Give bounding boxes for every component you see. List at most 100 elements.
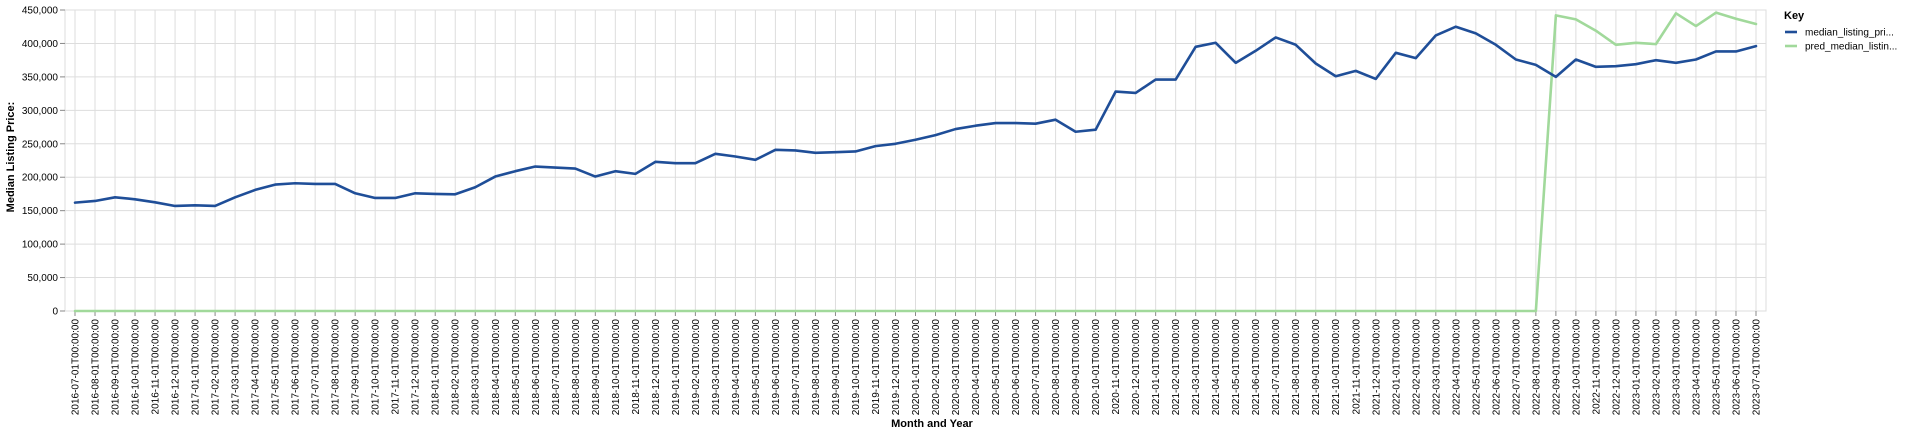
x-tick-label: 2020-07-01T00:00:00 [1031,319,1042,416]
legend: Key median_listing_pri... pred_median_lis… [1784,10,1897,53]
x-tick-label: 2017-06-01T00:00:00 [291,319,302,416]
x-tick-label: 2018-04-01T00:00:00 [491,319,502,416]
x-tick-label: 2022-08-01T00:00:00 [1531,319,1542,416]
x-tick-label: 2022-09-01T00:00:00 [1551,319,1562,416]
x-tick-label: 2020-10-01T00:00:00 [1091,319,1102,416]
x-axis: 2016-07-01T00:00:00 2016-08-01T00:00:00 20… [71,311,1762,416]
x-tick-label: 2021-09-01T00:00:00 [1311,319,1322,416]
x-tick-label: 2019-10-01T00:00:00 [851,319,862,416]
x-tick-label: 2023-06-01T00:00:00 [1731,319,1742,416]
x-tick-label: 2019-03-01T00:00:00 [711,319,722,416]
y-tick-label: 350,000 [22,72,59,83]
x-tick-label: 2016-07-01T00:00:00 [71,319,82,416]
x-tick-label: 2022-07-01T00:00:00 [1511,319,1522,416]
y-tick-label: 250,000 [22,139,59,150]
x-tick-label: 2017-05-01T00:00:00 [271,319,282,416]
x-tick-label: 2018-01-01T00:00:00 [431,319,442,416]
x-tick-label: 2022-06-01T00:00:00 [1491,319,1502,416]
x-tick-label: 2021-10-01T00:00:00 [1331,319,1342,416]
y-tick-label: 100,000 [22,240,59,251]
x-tick-label: 2017-08-01T00:00:00 [331,319,342,416]
x-tick-label: 2020-03-01T00:00:00 [951,319,962,416]
x-tick-label: 2018-03-01T00:00:00 [471,319,482,416]
x-tick-label: 2023-03-01T00:00:00 [1671,319,1682,416]
x-tick-label: 2021-06-01T00:00:00 [1251,319,1262,416]
x-tick-label: 2022-04-01T00:00:00 [1451,319,1462,416]
x-tick-label: 2017-02-01T00:00:00 [211,319,222,416]
x-tick-label: 2020-08-01T00:00:00 [1051,319,1062,416]
x-tick-label: 2016-08-01T00:00:00 [91,319,102,416]
y-tick-label: 150,000 [22,206,59,217]
x-tick-label: 2021-01-01T00:00:00 [1151,319,1162,416]
y-axis-title: Median Listing Price: [5,102,17,213]
x-tick-label: 2020-02-01T00:00:00 [931,319,942,416]
x-tick-label: 2017-12-01T00:00:00 [411,319,422,416]
x-tick-label: 2016-10-01T00:00:00 [131,319,142,416]
x-tick-label: 2019-07-01T00:00:00 [791,319,802,416]
x-tick-label: 2021-02-01T00:00:00 [1171,319,1182,416]
x-tick-label: 2018-06-01T00:00:00 [531,319,542,416]
x-tick-label: 2019-01-01T00:00:00 [671,319,682,416]
x-tick-label: 2018-09-01T00:00:00 [591,319,602,416]
x-tick-label: 2023-02-01T00:00:00 [1651,319,1662,416]
x-tick-label: 2018-12-01T00:00:00 [651,319,662,416]
x-tick-label: 2021-07-01T00:00:00 [1271,319,1282,416]
x-tick-label: 2021-08-01T00:00:00 [1291,319,1302,416]
y-axis: 0 50,000 100,000 150,000 200,000 250,000 300,0… [22,6,65,318]
x-tick-label: 2018-05-01T00:00:00 [511,319,522,416]
x-tick-label: 2022-02-01T00:00:00 [1411,319,1422,416]
x-tick-label: 2016-11-01T00:00:00 [151,319,162,415]
x-tick-label: 2020-05-01T00:00:00 [991,319,1002,416]
x-tick-label: 2018-07-01T00:00:00 [551,319,562,416]
x-tick-label: 2020-01-01T00:00:00 [911,319,922,416]
x-tick-label: 2019-05-01T00:00:00 [751,319,762,416]
x-tick-label: 2023-01-01T00:00:00 [1631,319,1642,416]
x-tick-label: 2018-02-01T00:00:00 [451,319,462,416]
y-tick-label: 200,000 [22,173,59,184]
x-tick-label: 2017-04-01T00:00:00 [251,319,262,416]
x-tick-label: 2019-12-01T00:00:00 [891,319,902,416]
x-tick-label: 2019-11-01T00:00:00 [871,319,882,415]
x-tick-label: 2017-07-01T00:00:00 [311,319,322,416]
x-tick-label: 2020-04-01T00:00:00 [971,319,982,416]
x-tick-label: 2019-09-01T00:00:00 [831,319,842,416]
x-tick-label: 2023-05-01T00:00:00 [1711,319,1722,416]
x-tick-label: 2021-04-01T00:00:00 [1211,319,1222,416]
x-tick-label: 2019-04-01T00:00:00 [731,319,742,416]
legend-label: pred_median_listin... [1805,42,1897,53]
x-tick-label: 2017-11-01T00:00:00 [391,319,402,415]
legend-label: median_listing_pri... [1805,28,1894,39]
x-tick-label: 2017-01-01T00:00:00 [191,319,202,416]
x-tick-label: 2020-11-01T00:00:00 [1111,319,1122,415]
x-tick-label: 2022-03-01T00:00:00 [1431,319,1442,416]
x-tick-label: 2022-12-01T00:00:00 [1611,319,1622,416]
x-tick-label: 2023-04-01T00:00:00 [1691,319,1702,416]
x-tick-label: 2022-11-01T00:00:00 [1591,319,1602,415]
y-tick-label: 400,000 [22,39,59,50]
x-axis-title: Month and Year [891,418,973,430]
x-tick-label: 2022-01-01T00:00:00 [1391,319,1402,416]
series-lines [73,11,1758,313]
y-tick-label: 50,000 [27,273,58,284]
legend-title: Key [1784,10,1805,22]
x-tick-label: 2020-09-01T00:00:00 [1071,319,1082,416]
x-tick-label: 2017-09-01T00:00:00 [351,319,362,416]
y-tick-label: 0 [52,307,58,318]
x-tick-label: 2017-03-01T00:00:00 [231,319,242,416]
x-tick-label: 2016-09-01T00:00:00 [111,319,122,416]
x-tick-label: 2022-05-01T00:00:00 [1471,319,1482,416]
x-tick-label: 2018-10-01T00:00:00 [611,319,622,416]
y-tick-label: 300,000 [22,106,59,117]
x-tick-label: 2021-11-01T00:00:00 [1351,319,1362,415]
x-tick-label: 2017-10-01T00:00:00 [371,319,382,416]
x-tick-label: 2018-11-01T00:00:00 [631,319,642,415]
x-tick-label: 2019-08-01T00:00:00 [811,319,822,416]
x-tick-label: 2021-03-01T00:00:00 [1191,319,1202,416]
x-tick-label: 2020-12-01T00:00:00 [1131,319,1142,416]
x-tick-label: 2019-06-01T00:00:00 [771,319,782,416]
x-tick-label: 2019-02-01T00:00:00 [691,319,702,416]
x-tick-label: 2021-05-01T00:00:00 [1231,319,1242,416]
y-tick-label: 450,000 [22,6,59,17]
x-tick-label: 2021-12-01T00:00:00 [1371,319,1382,416]
